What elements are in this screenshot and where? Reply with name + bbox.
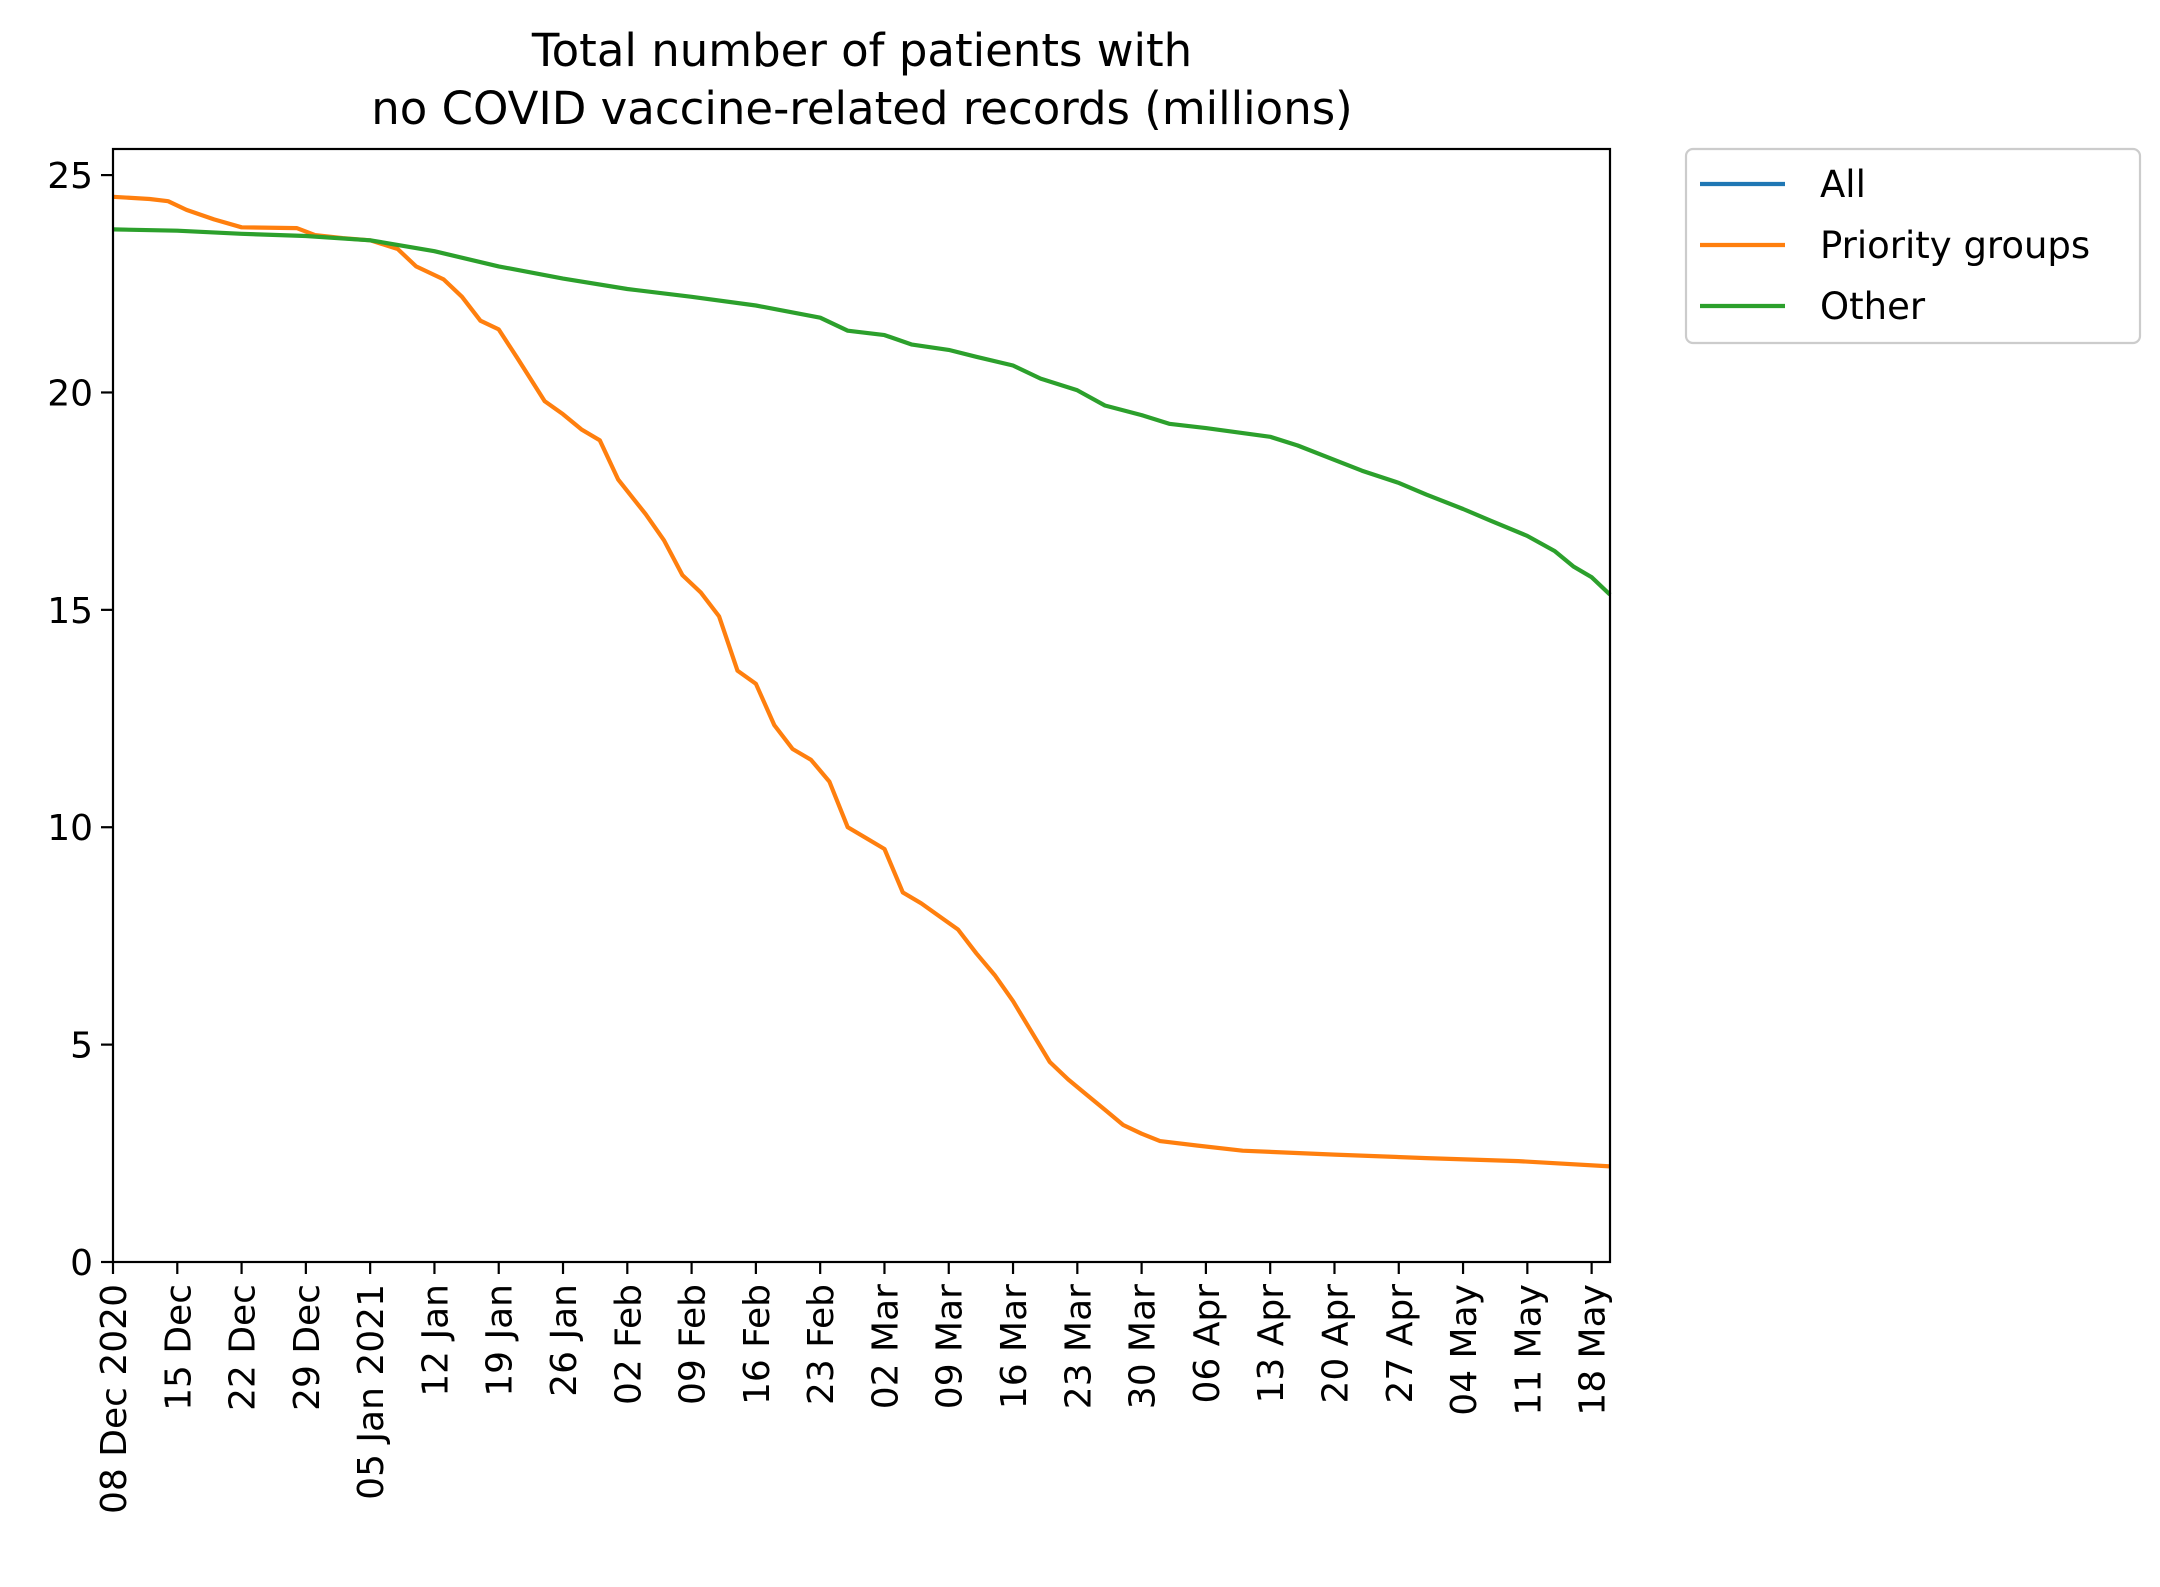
x-axis: 08 Dec 2020 15 Dec 22 Dec 29 Dec 05 Jan 2021… — [94, 1262, 1614, 1514]
x-tick-label: 02 Feb — [608, 1284, 649, 1405]
plot-lines — [112, 194, 1612, 1169]
x-tick-label: 05 Jan 2021 — [351, 1284, 392, 1500]
x-tick-label: 19 Jan — [480, 1284, 521, 1397]
x-tick-label: 11 May — [1508, 1284, 1549, 1416]
x-tick-label: 29 Dec — [287, 1284, 328, 1411]
series-line-priority-groups — [112, 194, 1611, 1169]
x-tick-label: 13 Apr — [1251, 1284, 1292, 1404]
y-axis: 0 5 10 15 20 25 — [47, 156, 113, 1284]
x-tick-label: 04 May — [1444, 1284, 1485, 1416]
x-tick-label: 08 Dec 2020 — [94, 1284, 135, 1514]
legend-box — [1684, 147, 2142, 345]
series-line-other — [112, 227, 1612, 597]
chart-title-line-2: no COVID vaccine-related records (millio… — [371, 82, 1352, 135]
x-tick-label: 27 Apr — [1380, 1284, 1421, 1404]
x-tick-label: 18 May — [1573, 1284, 1614, 1416]
x-tick-label: 16 Mar — [994, 1284, 1035, 1409]
y-tick-label: 0 — [70, 1243, 93, 1284]
x-tick-label: 22 Dec — [223, 1284, 264, 1411]
chart-title-line-1: Total number of patients with — [531, 24, 1192, 77]
legend-label: All — [1820, 163, 1866, 206]
x-tick-label: 30 Mar — [1123, 1284, 1164, 1409]
y-tick-label: 15 — [47, 591, 93, 632]
legend: All Priority groups Other — [1684, 147, 2142, 345]
x-tick-label: 09 Mar — [930, 1284, 971, 1409]
x-tick-label: 12 Jan — [415, 1284, 456, 1397]
x-tick-label: 26 Jan — [544, 1284, 585, 1397]
x-tick-label: 23 Feb — [801, 1284, 842, 1405]
legend-label: Other — [1820, 285, 1926, 328]
x-tick-label: 09 Feb — [673, 1284, 714, 1405]
plot-frame — [111, 147, 1612, 1264]
y-tick-label: 20 — [47, 373, 93, 414]
x-tick-label: 16 Feb — [737, 1284, 778, 1405]
x-tick-label: 23 Mar — [1058, 1284, 1099, 1409]
x-tick-label: 06 Apr — [1187, 1284, 1228, 1404]
y-tick-label: 10 — [47, 808, 93, 849]
x-tick-label: 02 Mar — [865, 1284, 906, 1409]
x-tick-label: 15 Dec — [158, 1284, 199, 1411]
y-tick-label: 25 — [47, 156, 93, 197]
legend-label: Priority groups — [1820, 224, 2090, 267]
x-tick-label: 20 Apr — [1315, 1284, 1356, 1404]
y-tick-label: 5 — [70, 1026, 93, 1067]
